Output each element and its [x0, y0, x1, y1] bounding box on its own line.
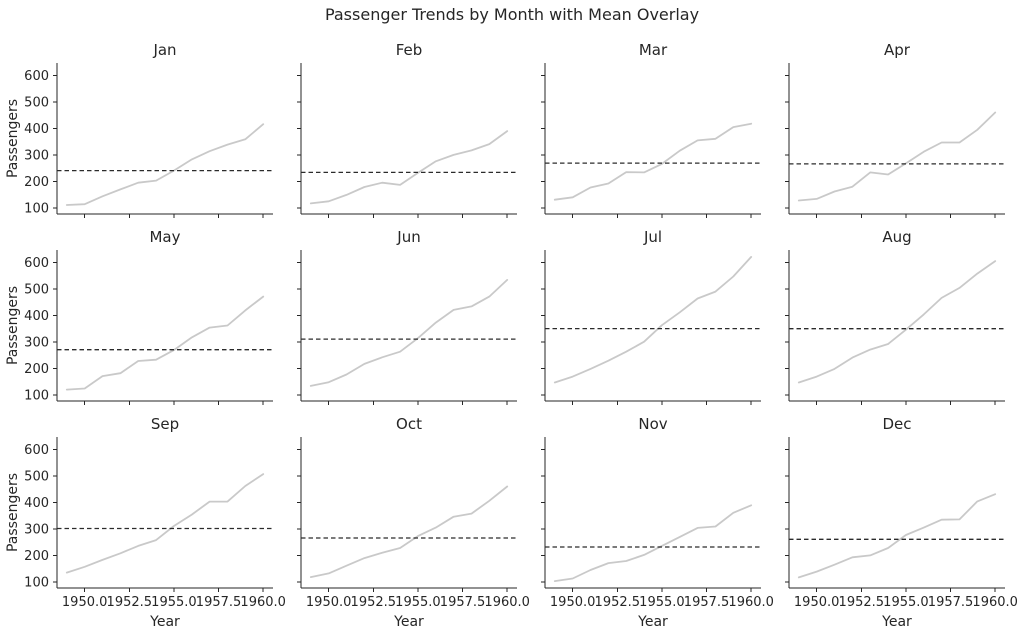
x-tick-label: 1952.5 — [839, 595, 885, 610]
series-line — [65, 123, 265, 206]
x-tick-label: 1955.0 — [883, 595, 929, 610]
series-line — [309, 485, 509, 578]
y-tick-label: 300 — [24, 523, 49, 538]
x-axis-label: Year — [881, 614, 912, 630]
subplot-title: Jan — [152, 41, 176, 59]
y-axis-label: Passengers — [5, 286, 21, 365]
y-tick-label: 100 — [24, 389, 49, 404]
y-axis-label: Passengers — [5, 99, 21, 178]
y-tick-label: 500 — [24, 283, 49, 298]
x-tick-label: 1950.0 — [794, 595, 840, 610]
x-tick-label: 1952.5 — [351, 595, 397, 610]
x-tick-label: 1955.0 — [151, 595, 197, 610]
y-tick-label: 200 — [24, 362, 49, 377]
y-tick-label: 400 — [24, 122, 49, 137]
series-line — [309, 278, 509, 387]
y-tick-label: 400 — [24, 309, 49, 324]
x-tick-label: 1957.5 — [928, 595, 974, 610]
subplot-feb: Feb — [297, 41, 517, 218]
subplot-aug: Aug — [785, 228, 1005, 405]
x-tick-label: 1950.0 — [550, 595, 596, 610]
y-tick-label: 400 — [24, 496, 49, 511]
y-tick-label: 200 — [24, 175, 49, 190]
y-tick-label: 500 — [24, 96, 49, 111]
series-line — [65, 473, 265, 574]
subplot-jun: Jun — [297, 228, 517, 405]
series-line — [553, 122, 753, 201]
y-tick-label: 200 — [24, 549, 49, 564]
series-line — [309, 130, 509, 205]
series-line — [553, 504, 753, 582]
x-tick-label: 1957.5 — [196, 595, 242, 610]
subplot-title: Oct — [396, 415, 422, 433]
subplot-apr: Apr — [785, 41, 1005, 218]
subplot-mar: Mar — [541, 41, 761, 218]
y-tick-label: 600 — [24, 69, 49, 84]
x-tick-label: 1960.0 — [972, 595, 1018, 610]
subplot-oct: 1950.0 1952.5 1955.0 1957.5 1960.0 Oct Year — [297, 415, 530, 630]
subplot-title: Nov — [638, 415, 667, 433]
y-tick-label: 500 — [24, 470, 49, 485]
series-line — [797, 260, 997, 384]
x-tick-label: 1952.5 — [107, 595, 153, 610]
series-line — [65, 295, 265, 391]
subplot-jul: Jul — [541, 228, 761, 405]
x-tick-label: 1952.5 — [595, 595, 641, 610]
subplot-title: May — [149, 228, 180, 246]
subplot-dec: 1950.0 1952.5 1955.0 1957.5 1960.0 Dec Year — [785, 415, 1018, 630]
x-tick-label: 1960.0 — [728, 595, 774, 610]
x-tick-label: 1957.5 — [684, 595, 730, 610]
y-tick-label: 100 — [24, 202, 49, 217]
subplot-title: Apr — [884, 41, 911, 59]
y-tick-label: 300 — [24, 149, 49, 164]
subplot-sep: 100 200 300 400 500 600 1950.0 1952.5 1955.0 1957… — [5, 415, 286, 630]
subplot-title: Sep — [151, 415, 179, 433]
x-axis-label: Year — [149, 614, 180, 630]
subplot-title: Mar — [639, 41, 668, 59]
y-axis-label: Passengers — [5, 473, 21, 552]
y-tick-label: 300 — [24, 336, 49, 351]
x-tick-label: 1955.0 — [639, 595, 685, 610]
subplot-may: 100 200 300 400 500 600 May Passengers — [5, 228, 273, 405]
subplot-nov: 1950.0 1952.5 1955.0 1957.5 1960.0 Nov Year — [541, 415, 774, 630]
subplot-title: Jul — [643, 228, 662, 246]
x-axis-label: Year — [637, 614, 668, 630]
x-tick-label: 1960.0 — [240, 595, 286, 610]
y-tick-label: 100 — [24, 576, 49, 591]
subplot-title: Dec — [882, 415, 911, 433]
series-line — [553, 255, 753, 384]
subplot-title: Jun — [396, 228, 420, 246]
series-line — [797, 493, 997, 579]
x-tick-label: 1950.0 — [62, 595, 108, 610]
subplot-title: Aug — [882, 228, 911, 246]
x-tick-label: 1950.0 — [306, 595, 352, 610]
x-tick-label: 1955.0 — [395, 595, 441, 610]
x-axis-label: Year — [393, 614, 424, 630]
subplot-jan: 100 200 300 400 500 600 Jan Passengers — [5, 41, 273, 218]
y-tick-label: 600 — [24, 443, 49, 458]
y-tick-label: 600 — [24, 256, 49, 271]
x-tick-label: 1957.5 — [440, 595, 486, 610]
series-line — [797, 111, 997, 202]
subplot-title: Feb — [396, 41, 423, 59]
x-tick-label: 1960.0 — [484, 595, 530, 610]
